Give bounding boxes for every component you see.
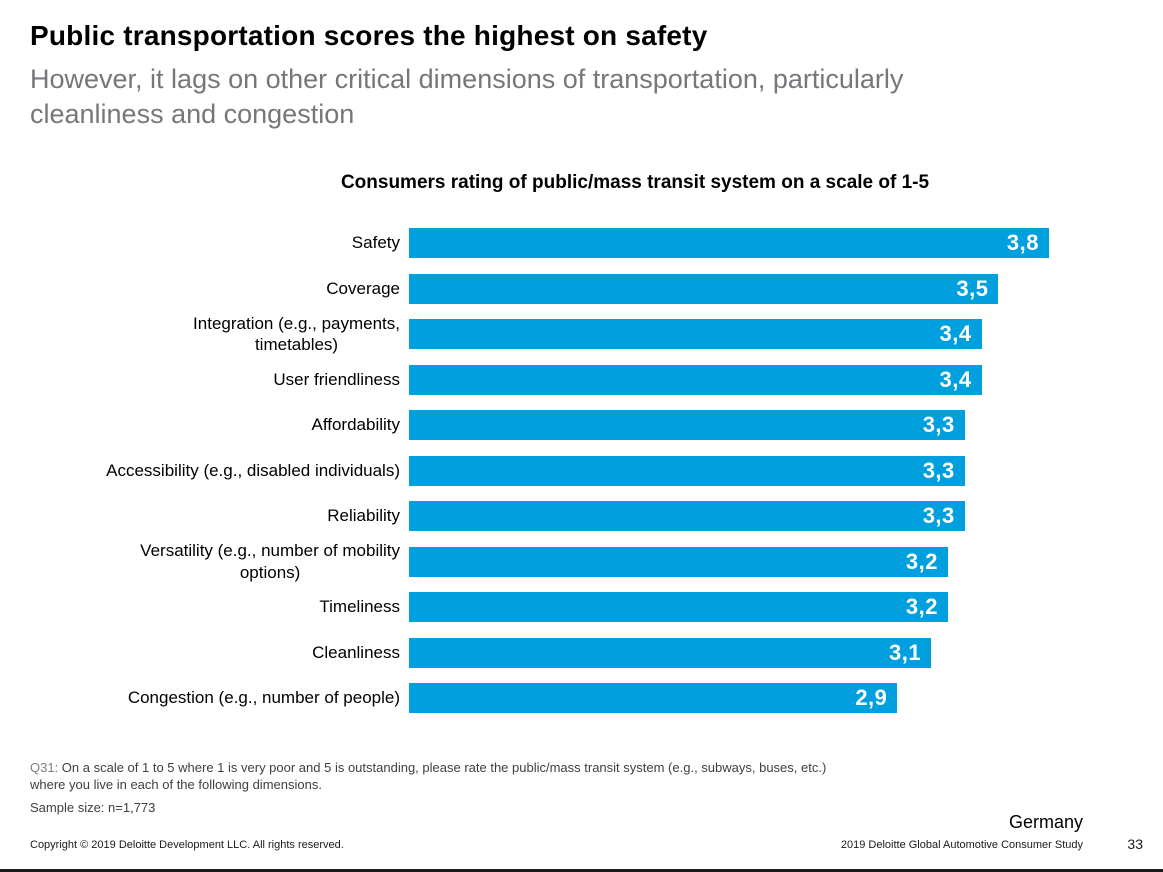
value-label: 3,2 <box>905 548 938 574</box>
footnote-text: On a scale of 1 to 5 where 1 is very poo… <box>30 760 827 792</box>
slide-bottom-edge <box>0 869 1163 872</box>
study-title: 2019 Deloitte Global Automotive Consumer… <box>840 839 1083 851</box>
value-label: 3,3 <box>922 412 955 437</box>
bar: 3,4 <box>409 364 982 395</box>
bar-row: Timeliness 3,2 <box>30 592 1050 622</box>
value-label: 3,5 <box>956 275 989 301</box>
bar: 3,3 <box>409 455 965 486</box>
value-label: 3,3 <box>922 503 955 528</box>
bar-track: 3,8 <box>409 228 1049 258</box>
bar-track: 3,3 <box>409 410 1049 440</box>
bar-track: 3,5 <box>409 273 1049 304</box>
category-label: Versatility (e.g., number of mobility op… <box>140 541 400 582</box>
question-number: Q31: <box>30 760 59 775</box>
category-label: Timeliness <box>319 597 400 617</box>
bar-row: Cleanliness 3,1 <box>30 637 1050 668</box>
bar: 3,5 <box>409 273 999 304</box>
bar-track: 3,2 <box>409 592 1049 622</box>
value-label: 2,9 <box>855 685 888 710</box>
bar-row: Congestion (e.g., number of people) 2,9 <box>30 683 1050 713</box>
bar: 3,4 <box>409 319 982 349</box>
footnote: Q31: On a scale of 1 to 5 where 1 is ver… <box>30 760 855 794</box>
bar: 3,2 <box>409 592 948 622</box>
page-title: Public transportation scores the highest… <box>30 20 708 51</box>
category-label: Cleanliness <box>312 642 400 662</box>
page-number: 33 <box>1127 836 1143 852</box>
bar: 3,2 <box>409 546 948 577</box>
category-label: Integration (e.g., payments, timetables) <box>193 313 400 354</box>
value-label: 3,8 <box>1006 230 1039 255</box>
bar-row: Accessibility (e.g., disabled individual… <box>30 455 1050 486</box>
bar: 3,3 <box>409 410 965 440</box>
page-subtitle: However, it lags on other critical dimen… <box>30 64 904 130</box>
bar: 3,1 <box>409 637 932 668</box>
bar: 3,8 <box>409 228 1049 258</box>
sample-size: Sample size: n=1,773 <box>30 800 156 815</box>
bar-row: Integration (e.g., payments, timetables)… <box>30 313 1050 354</box>
bar: 3,3 <box>409 501 965 531</box>
bar-track: 3,1 <box>409 637 1049 668</box>
bar-chart: Safety 3,8 Coverage 3,5 Integration (e.g., p… <box>30 228 1050 729</box>
value-label: 3,2 <box>905 594 938 619</box>
value-label: 3,4 <box>939 366 972 392</box>
copyright-text: Copyright © 2019 Deloitte Development LL… <box>30 839 344 851</box>
bar-track: 2,9 <box>409 683 1049 713</box>
value-label: 3,1 <box>889 639 922 665</box>
category-label: Reliability <box>327 506 400 526</box>
bar-track: 3,3 <box>409 455 1049 486</box>
bar: 2,9 <box>409 683 898 713</box>
chart-title: Consumers rating of public/mass transit … <box>340 172 930 193</box>
category-label: Congestion (e.g., number of people) <box>127 688 400 708</box>
category-label: Affordability <box>311 415 400 435</box>
bar-row: Affordability 3,3 <box>30 410 1050 440</box>
bar-row: Reliability 3,3 <box>30 501 1050 531</box>
bar-row: Versatility (e.g., number of mobility op… <box>30 541 1050 582</box>
bar-track: 3,4 <box>409 319 1049 349</box>
category-label: Safety <box>351 233 400 253</box>
value-label: 3,4 <box>939 321 972 346</box>
bar-track: 3,4 <box>409 364 1049 395</box>
value-label: 3,3 <box>922 457 955 483</box>
category-label: Accessibility (e.g., disabled individual… <box>106 460 400 480</box>
category-label: Coverage <box>326 278 400 298</box>
bar-track: 3,2 <box>409 546 1049 577</box>
bar-rows: Safety 3,8 Coverage 3,5 Integration (e.g., p… <box>30 228 1050 713</box>
bar-row: Coverage 3,5 <box>30 273 1050 304</box>
country-label: Germany <box>1008 812 1083 832</box>
bar-row: User friendliness 3,4 <box>30 364 1050 395</box>
bar-track: 3,3 <box>409 501 1049 531</box>
category-label: User friendliness <box>273 369 400 389</box>
bar-row: Safety 3,8 <box>30 228 1050 258</box>
